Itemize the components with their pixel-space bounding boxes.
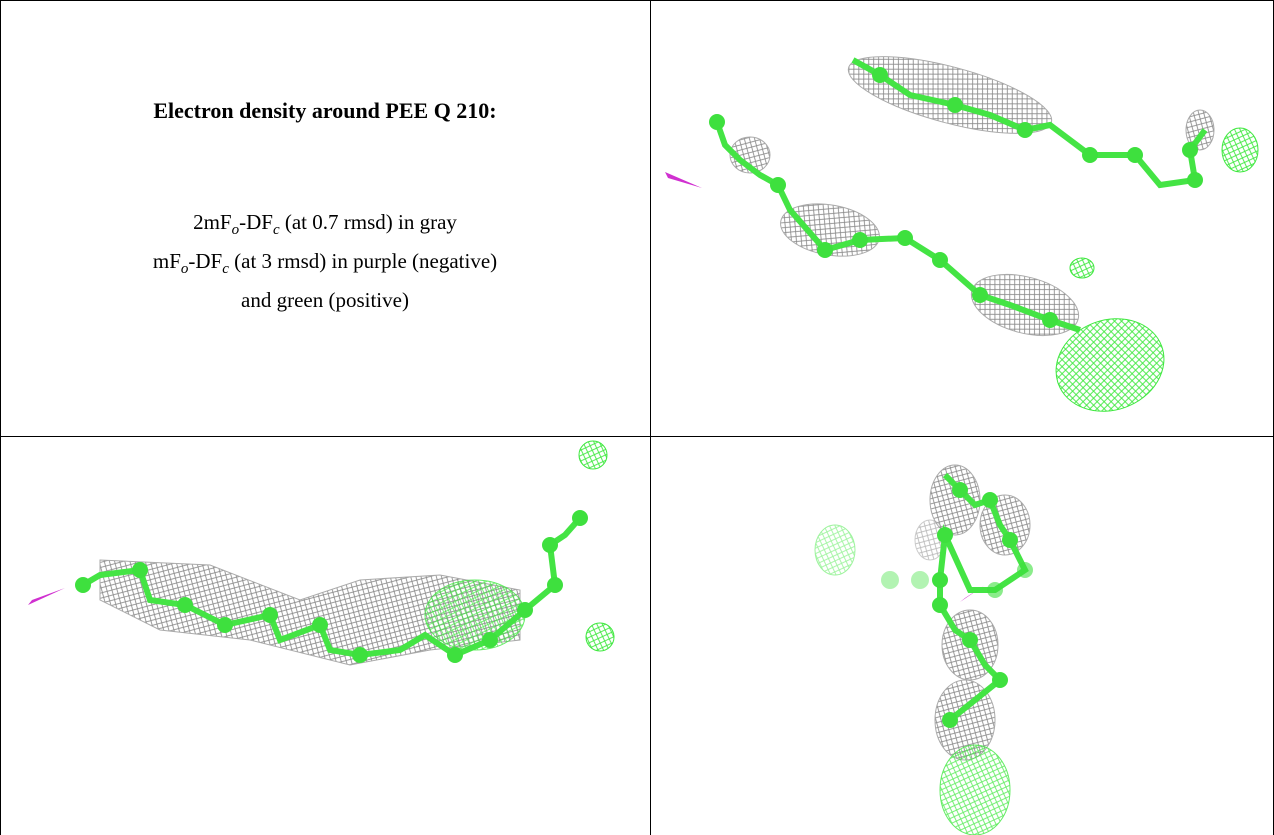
description-line: and green (positive) bbox=[0, 285, 650, 316]
density-view-2 bbox=[28, 441, 614, 665]
text: 2mF bbox=[193, 210, 232, 234]
text: (at 3 rmsd) in purple (negative) bbox=[229, 249, 497, 273]
description-line: mFo-DFc (at 3 rmsd) in purple (negative) bbox=[0, 246, 650, 285]
subscript: c bbox=[222, 261, 229, 277]
subscript: o bbox=[232, 222, 240, 238]
figure-grid bbox=[0, 0, 1274, 835]
subscript: c bbox=[273, 222, 280, 238]
description: 2mFo-DFc (at 0.7 rmsd) in gray mFo-DFc (… bbox=[0, 207, 650, 316]
table-lines bbox=[0, 0, 1274, 835]
page: Electron density around PEE Q 210: 2mFo-… bbox=[0, 0, 1274, 835]
text: -DF bbox=[188, 249, 222, 273]
text: (at 0.7 rmsd) in gray bbox=[280, 210, 457, 234]
description-line: 2mFo-DFc (at 0.7 rmsd) in gray bbox=[0, 207, 650, 246]
density-view-1 bbox=[665, 41, 1258, 426]
text: mF bbox=[153, 249, 181, 273]
title: Electron density around PEE Q 210: bbox=[0, 98, 650, 124]
text: and green (positive) bbox=[241, 288, 409, 312]
density-view-3 bbox=[815, 465, 1033, 835]
text: -DF bbox=[239, 210, 273, 234]
